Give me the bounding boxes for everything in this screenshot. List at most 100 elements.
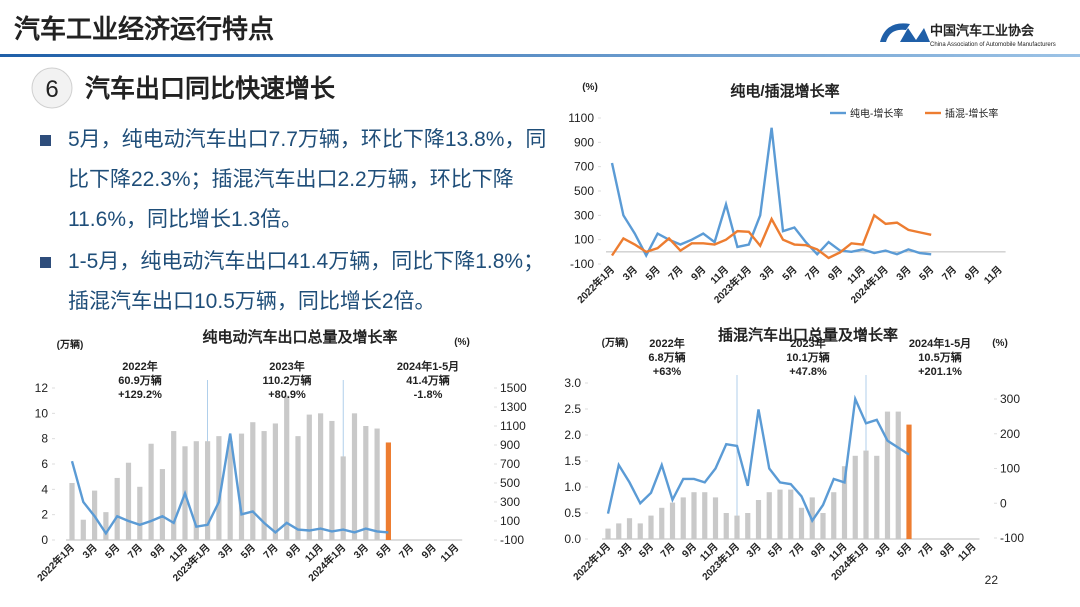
bar	[261, 431, 267, 540]
bar	[659, 507, 665, 539]
bar	[114, 477, 120, 540]
y-tick-label: 10	[35, 406, 49, 420]
y-tick-label: -100	[570, 257, 594, 271]
y-tick-label: 2.5	[564, 402, 581, 416]
x-tick-label: 3月	[620, 264, 639, 283]
bar	[637, 523, 643, 539]
x-tick-label: 7月	[658, 541, 677, 560]
bar	[712, 497, 719, 539]
annotation: 2024年1-5月	[397, 359, 459, 373]
annotation: 110.2万辆	[263, 373, 312, 387]
bullet-marker	[40, 135, 51, 146]
chart-title: 纯电动汽车出口总量及增长率	[202, 328, 397, 346]
bar	[205, 441, 211, 540]
y2-tick-label: -100	[500, 533, 524, 547]
bar	[193, 441, 199, 540]
y-tick-label: 1.0	[564, 480, 581, 494]
bar	[318, 413, 324, 540]
bar	[340, 456, 346, 540]
y2-tick-label: 100	[1000, 462, 1020, 476]
bar	[766, 492, 772, 539]
bar	[284, 395, 290, 540]
chart-title: 插混汽车出口总量及增长率	[718, 326, 898, 344]
annotation: -1.8%	[414, 389, 443, 401]
x-tick-label: 5月	[895, 541, 914, 560]
x-tick-label: 5月	[643, 264, 662, 283]
y-axis-unit: (万辆)	[602, 336, 629, 349]
y-tick-label: 300	[574, 208, 594, 222]
x-tick-label: 2022年1月	[570, 540, 613, 583]
bar	[702, 492, 708, 539]
annotation: 2022年	[649, 336, 684, 350]
y2-tick-label: 200	[1000, 427, 1020, 441]
annotation: +129.2%	[118, 389, 162, 401]
x-tick-label: 9月	[809, 541, 828, 560]
x-tick-label: 9月	[148, 542, 167, 561]
bar	[648, 515, 654, 539]
y-axis-unit: (%)	[582, 82, 598, 93]
x-tick-label: 3月	[216, 542, 235, 561]
x-tick-label: 3月	[744, 541, 763, 560]
y2-tick-label: -100	[1000, 531, 1024, 545]
x-tick-label: 9月	[689, 264, 708, 283]
y2-tick-label: 0	[1000, 496, 1007, 510]
y-axis-unit: (万辆)	[57, 338, 84, 351]
y2-tick-label: 1500	[500, 381, 527, 395]
x-tick-label: 5月	[103, 542, 122, 561]
bar	[691, 492, 697, 539]
bar	[385, 442, 391, 540]
annotation: 2023年	[269, 359, 304, 373]
x-tick-label: 5月	[374, 542, 393, 561]
x-tick-label: 3月	[351, 542, 370, 561]
annotation: +201.1%	[918, 366, 962, 378]
y2-tick-label: 500	[500, 476, 520, 490]
annotation: +47.8%	[789, 366, 827, 378]
annotation: 60.9万辆	[118, 373, 161, 387]
y2-tick-label: 100	[500, 514, 520, 528]
bar	[80, 519, 86, 540]
x-tick-label: 11月	[956, 541, 979, 564]
logo-text: 中国汽车工业协会	[930, 23, 1035, 38]
section-title: 汽车出口同比快速增长	[85, 74, 336, 103]
logo-mark	[880, 23, 930, 42]
bar	[755, 500, 762, 539]
y2-tick-label: 300	[500, 495, 520, 509]
y-tick-label: 700	[574, 160, 594, 174]
bullet-text: 1-5月，纯电动汽车出口41.4万辆，同比下降1.8%；插混汽车出口10.5万辆…	[68, 250, 545, 313]
bullet-marker	[40, 257, 51, 268]
bar	[148, 443, 154, 540]
annotation: 2024年1-5月	[909, 336, 971, 350]
x-tick-label: 5月	[238, 542, 257, 561]
bar	[906, 424, 912, 539]
bullet-text: 5月，纯电动汽车出口7.7万辆，环比下降13.8%，同比下降22.3%；插混汽车…	[68, 128, 547, 231]
x-tick-label: 5月	[780, 264, 799, 283]
bar	[798, 507, 805, 539]
y-tick-label: 2	[41, 508, 48, 522]
y-tick-label: 12	[35, 381, 49, 395]
y-tick-label: 0.0	[564, 532, 581, 546]
legend-label: 纯电-增长率	[850, 107, 903, 120]
bullet: 5月，纯电动汽车出口7.7万辆，环比下降13.8%，同比下降22.3%；插混汽车…	[40, 120, 560, 240]
chart-title: 纯电/插混增长率	[730, 82, 839, 100]
x-tick-label: 9月	[938, 541, 957, 560]
x-tick-label: 9月	[419, 542, 438, 561]
series-line	[611, 213, 932, 260]
bar	[895, 411, 901, 539]
x-tick-label: 7月	[916, 541, 935, 560]
x-tick-label: 3月	[80, 542, 99, 561]
bar	[103, 512, 109, 540]
bar	[626, 518, 633, 539]
bar	[734, 515, 740, 539]
bullet: 1-5月，纯电动汽车出口41.4万辆，同比下降1.8%；插混汽车出口10.5万辆…	[40, 242, 560, 322]
series-line	[70, 433, 389, 536]
bar	[788, 489, 794, 539]
bar	[329, 420, 335, 540]
bar	[171, 431, 177, 540]
annotation: 2023年	[790, 336, 825, 350]
bar	[777, 489, 783, 539]
x-tick-label: 7月	[261, 542, 280, 561]
series-line	[606, 394, 910, 524]
bar	[680, 497, 686, 539]
